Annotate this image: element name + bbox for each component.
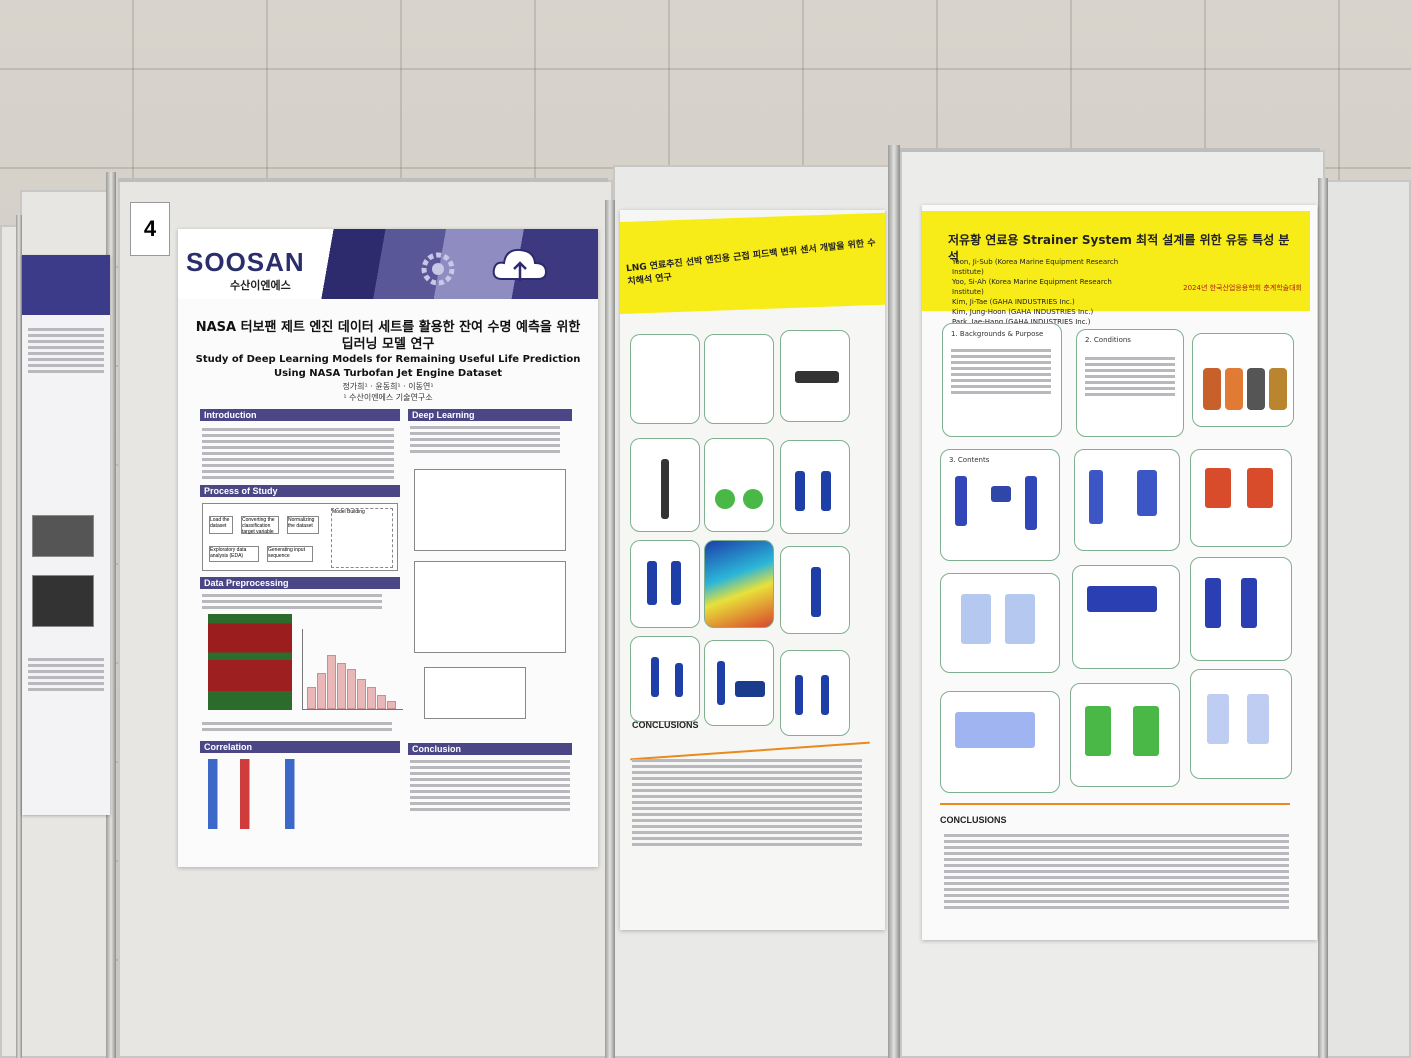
figure-cell (704, 540, 774, 628)
flow-box: Exploratory data analysis (EDA) (209, 546, 259, 562)
figure-cell (630, 636, 700, 722)
section-correlation: Correlation (200, 741, 400, 753)
section-introduction: Introduction (200, 409, 400, 421)
author-line: Yoo, Si-Ah (Korea Marine Equipment Resea… (952, 278, 1112, 296)
flow-box: Generating input sequence (267, 546, 313, 562)
conclusions-heading: CONCLUSIONS (940, 815, 1007, 825)
figure-cell (630, 540, 700, 628)
display-panel-far-right (1325, 180, 1411, 1058)
section-label: 2. Conditions (1085, 336, 1131, 344)
figure-cell-contents: 3. Contents (940, 449, 1060, 561)
poster-strainer-system: 저유황 연료용 Strainer System 최적 설계를 위한 유동 특성 … (922, 205, 1317, 940)
poster-lng-sensor: LNG 연료추진 선박 엔진용 근접 피드백 변위 센서 개발을 위한 수치해석… (620, 210, 885, 930)
figure-cell (1190, 669, 1292, 779)
panel-top-rail (900, 148, 1320, 152)
figure-cell (780, 546, 850, 634)
figure-cell-conditions: 2. Conditions (1076, 329, 1184, 437)
figure-cell (780, 330, 850, 422)
flow-box: Model Building (331, 508, 393, 568)
figure-cell (1190, 449, 1292, 547)
flow-box: Converting the classification target var… (241, 516, 279, 535)
process-diagram: Load the dataset Converting the classifi… (202, 503, 398, 571)
section-label: 3. Contents (949, 456, 990, 464)
figure-cell-backgrounds: 1. Backgrounds & Purpose (942, 323, 1062, 437)
figure-cell (940, 573, 1060, 673)
lstm-accuracy-chart (424, 667, 526, 719)
panel-pole (605, 200, 615, 1058)
section-preprocessing: Data Preprocessing (200, 577, 400, 589)
figure-cell (630, 334, 700, 424)
introduction-text (202, 425, 394, 482)
author-line: Park, Jae-Hang (GAHA INDUSTRIES Inc.) (952, 318, 1091, 326)
poster-title-english: Study of Deep Learning Models for Remain… (195, 354, 581, 379)
strainer-element (1203, 368, 1221, 410)
booth-number-tag: 4 (130, 202, 170, 256)
conference-label: 2024년 한국산업응용학회 춘계학술대회 (1183, 284, 1302, 292)
section-deep-learning: Deep Learning (408, 409, 572, 421)
rnn-architecture (414, 469, 566, 551)
soosan-logo-korean: 수산이엔에스 (230, 279, 291, 292)
figure-cell (704, 334, 774, 424)
flow-box: Normalizing the dataset (287, 516, 319, 534)
author-line: Yoon, Ji-Sub (Korea Marine Equipment Res… (952, 258, 1119, 276)
figure-cell (1072, 565, 1180, 669)
figure-cell (1074, 449, 1180, 551)
conclusion-text (410, 757, 570, 814)
section-text (951, 346, 1051, 397)
figure-cell (704, 640, 774, 726)
figure-cell (1190, 557, 1292, 661)
preprocessing-text (202, 591, 382, 612)
figure-cell (940, 691, 1060, 793)
poster-text-block (28, 655, 104, 694)
figure-cell (780, 440, 850, 534)
author-line: Kim, Ji-Tae (GAHA INDUSTRIES Inc.) (952, 298, 1075, 306)
panel-pole (16, 215, 22, 1058)
poster-header-band (22, 255, 110, 315)
affiliation-line: ¹ 수산이엔에스 기술연구소 (343, 393, 433, 402)
conclusions-text (632, 756, 862, 849)
figure-cell (780, 650, 850, 736)
flow-box: Load the dataset (209, 516, 233, 534)
figure-cell-strainers (1192, 333, 1294, 427)
poster-soosan-rul: SOOSAN 수산이엔에스 NASA 터보팬 제트 엔진 데이터 세트를 활용한… (178, 229, 598, 867)
soosan-logo: SOOSAN (186, 247, 305, 277)
panel-top-rail (118, 178, 608, 182)
display-panel-far-left (0, 225, 20, 1058)
author-line: Kim, Jung-Hoon (GAHA INDUSTRIES Inc.) (952, 308, 1094, 316)
poster-title-korean: NASA 터보팬 제트 엔진 데이터 세트를 활용한 잔여 수명 예측을 위한 … (195, 320, 581, 352)
poster-authors: Yoon, Ji-Sub (Korea Marine Equipment Res… (952, 257, 1132, 327)
strainer-element (1247, 368, 1265, 410)
cloud-upload-icon (492, 248, 548, 281)
strainer-element (1269, 368, 1287, 410)
panel-pole (1318, 178, 1328, 1058)
authors-line: 정가희¹ · 윤동희¹ · 이동연¹ (342, 382, 434, 391)
figure-cell (630, 438, 700, 532)
poster-figure (32, 575, 94, 627)
poster-text-block (28, 325, 104, 376)
poster-authors: 정가희¹ · 윤동희¹ · 이동연¹ ¹ 수산이엔에스 기술연구소 (188, 381, 588, 403)
strainer-element (1225, 368, 1243, 410)
gear-icon (421, 252, 455, 286)
conclusions-heading: CONCLUSIONS (632, 720, 699, 730)
figure-cell (704, 438, 774, 532)
conclusions-text (944, 831, 1289, 912)
section-text (1085, 354, 1175, 399)
conclusions-divider (940, 803, 1290, 805)
panel-pole (106, 172, 116, 1058)
figure-cell (1070, 683, 1180, 787)
poster-figure (32, 515, 94, 557)
panel-pole (888, 145, 900, 1058)
target-variable-heatmap (208, 614, 292, 710)
poster-title: 저유황 연료용 Strainer System 최적 설계를 위한 유동 특성 … (948, 233, 1290, 264)
poster-title-band (922, 211, 1310, 311)
cycle-distribution-histogram (302, 629, 403, 710)
section-conclusion: Conclusion (408, 743, 572, 755)
section-label: 1. Backgrounds & Purpose (951, 330, 1044, 338)
poster-left-partial (22, 255, 110, 815)
correlation-matrix (208, 759, 368, 829)
lstm-architecture (414, 561, 566, 653)
section-process: Process of Study (200, 485, 400, 497)
preprocessing-notes (202, 719, 392, 734)
deep-learning-text (410, 423, 560, 456)
